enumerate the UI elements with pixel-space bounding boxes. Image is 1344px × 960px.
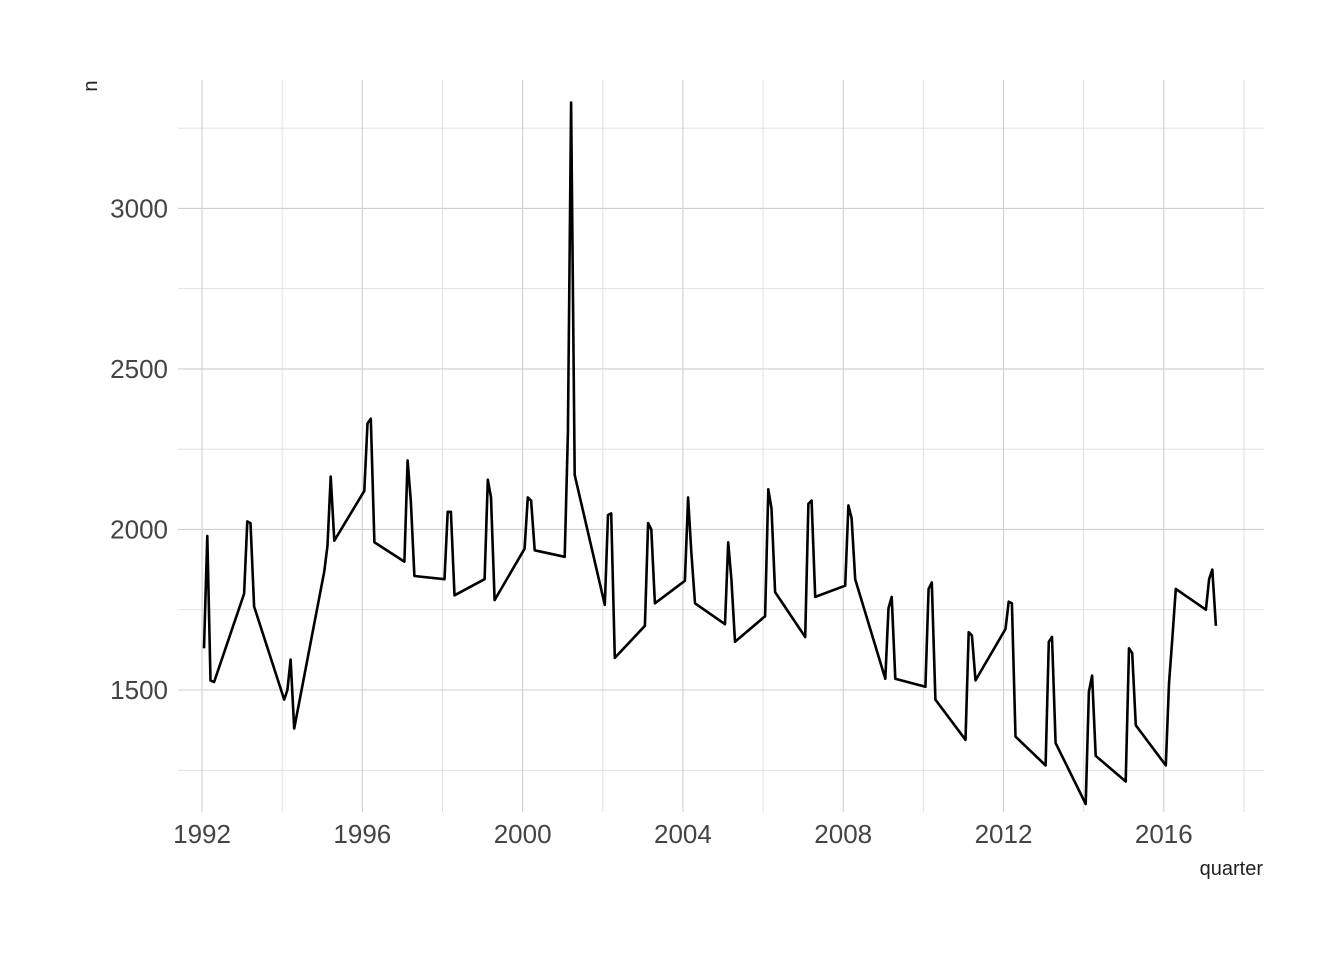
x-tick-label: 2000 — [494, 819, 552, 849]
x-tick-label: 2008 — [814, 819, 872, 849]
x-tick-label: 2016 — [1135, 819, 1193, 849]
y-tick-label: 1500 — [110, 675, 168, 705]
series-line — [202, 101, 1218, 806]
minor-gridlines — [178, 80, 1264, 812]
major-gridlines — [178, 80, 1264, 812]
x-tick-label: 2012 — [975, 819, 1033, 849]
x-tick-label: 1992 — [173, 819, 231, 849]
y-tick-label: 3000 — [110, 193, 168, 223]
x-axis-tick-labels: 1992 1996 2000 2004 2008 2012 2016 — [173, 819, 1193, 849]
y-axis-tick-labels: 1500 2000 2500 3000 — [110, 193, 168, 705]
y-axis-title: n — [80, 80, 102, 91]
x-tick-label: 1996 — [333, 819, 391, 849]
x-tick-label: 2004 — [654, 819, 712, 849]
y-tick-label: 2500 — [110, 354, 168, 384]
y-tick-label: 2000 — [110, 514, 168, 544]
x-axis-title: quarter — [1200, 858, 1264, 880]
